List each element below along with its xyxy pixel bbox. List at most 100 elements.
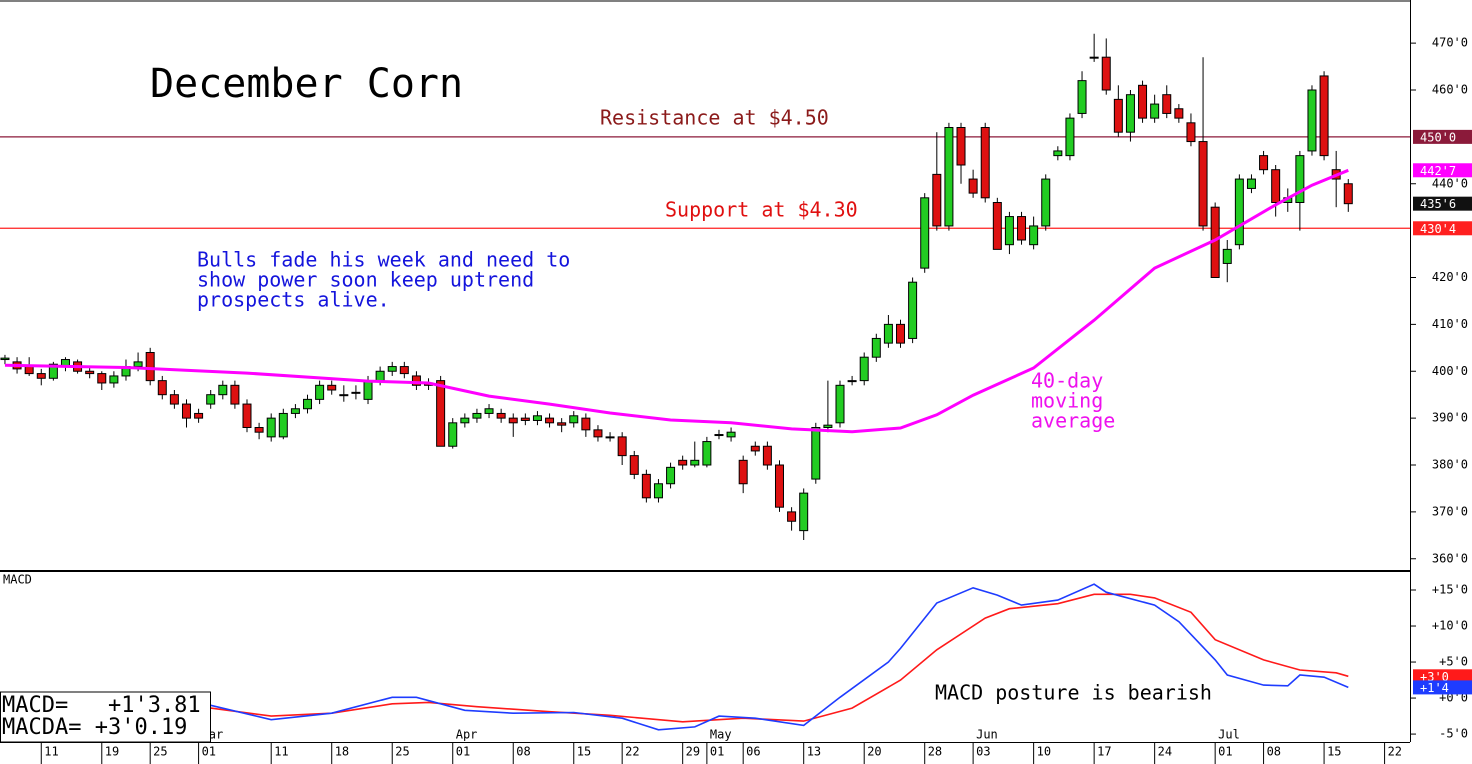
candle-body [278, 412, 288, 438]
y-tick-label: 440'0 [1432, 176, 1468, 190]
x-tick-label: 13 [807, 745, 821, 759]
candle-body [944, 127, 954, 227]
x-tick-label: 03 [976, 745, 990, 759]
x-tick-label: 19 [105, 745, 119, 759]
candle-body [1271, 169, 1281, 203]
candle-body [593, 429, 603, 438]
candle-body [1319, 75, 1329, 157]
month-label: May [710, 728, 732, 742]
candle-body [714, 434, 724, 437]
annotation: moving [1031, 389, 1103, 413]
candle-body [339, 394, 349, 397]
y-tick-label: +5'0 [1439, 655, 1468, 669]
annotation: prospects alive. [197, 288, 390, 312]
candle-body [145, 352, 155, 382]
x-tick-label: 25 [153, 745, 167, 759]
candle-body [823, 424, 833, 428]
x-tick-label: 08 [516, 745, 530, 759]
candle-body [436, 380, 446, 447]
candle-body [1089, 56, 1099, 59]
candle-body [1295, 155, 1305, 203]
candle-body [1017, 216, 1027, 241]
panel-title: MACD [3, 573, 32, 587]
x-tick-label: 01 [710, 745, 724, 759]
candle-body [508, 417, 518, 424]
x-tick-label: 22 [1388, 745, 1402, 759]
candle-body [992, 202, 1002, 250]
candle-body [242, 403, 252, 428]
candle-body [1101, 56, 1111, 91]
candle-body [1174, 108, 1184, 119]
candle-body [254, 427, 264, 433]
candle-body [799, 492, 809, 532]
candle-body [1186, 122, 1196, 143]
candle-body [24, 366, 34, 375]
candle-body [363, 380, 373, 400]
candle-body [956, 127, 966, 166]
candle-body [835, 384, 845, 424]
candle-body [327, 384, 337, 391]
candle-body [218, 384, 228, 396]
x-tick-label: 20 [867, 745, 881, 759]
candle-body [847, 380, 857, 383]
ma-tag-box [1413, 163, 1472, 178]
candle-body [920, 197, 930, 269]
candle-body [157, 380, 167, 396]
candle-body [968, 178, 978, 194]
candle-body [399, 366, 409, 375]
candle-body [1198, 141, 1208, 227]
candle-body [980, 127, 990, 199]
macd-line [210, 583, 1349, 731]
x-tick-label: 15 [577, 745, 591, 759]
candle-body [1029, 225, 1039, 246]
candle-body [932, 173, 942, 227]
candle-body [460, 417, 470, 424]
y-tick-label: 470'0 [1432, 36, 1468, 50]
y-tick-label: +15'0 [1432, 583, 1468, 597]
y-tick-label: 380'0 [1432, 458, 1468, 472]
candle-body [581, 417, 591, 431]
candle-body [605, 436, 615, 439]
candle-body [1053, 150, 1063, 157]
series-tag: +1'4 [1420, 681, 1449, 695]
candle-body [109, 375, 119, 384]
candle-body [762, 445, 772, 466]
x-tick-label: 18 [335, 745, 349, 759]
level-tag: 430'4 [1420, 222, 1456, 236]
candle-body [97, 373, 107, 384]
candle-body [1246, 178, 1256, 189]
candle-body [666, 466, 676, 485]
candle-body [738, 459, 748, 485]
y-tick-label: 460'0 [1432, 83, 1468, 97]
y-tick-label: 400'0 [1432, 364, 1468, 378]
x-tick-label: 01 [456, 745, 470, 759]
annotation: Bulls fade his week and need to [197, 248, 570, 272]
candle-body [908, 281, 918, 339]
y-tick-label: 420'0 [1432, 270, 1468, 284]
candle-body [629, 455, 639, 475]
level-tag: 450'0 [1420, 130, 1456, 144]
annotation: MACD posture is bearish [935, 681, 1212, 705]
candle-body [1077, 80, 1087, 114]
readout: MACDA= +3'0.19 [2, 715, 187, 740]
candle-body [206, 394, 216, 405]
x-tick-label: 08 [1267, 745, 1281, 759]
month-label: Apr [456, 728, 478, 742]
x-tick-label: 22 [625, 745, 639, 759]
x-tick-label: 01 [202, 745, 216, 759]
candle-body [169, 394, 179, 405]
candle-body [266, 417, 276, 438]
candle-body [1113, 98, 1123, 133]
candle-body [520, 417, 530, 421]
candle-body [303, 398, 313, 410]
x-tick-label: 11 [44, 745, 58, 759]
candle-body [411, 375, 421, 386]
candle-body [1004, 216, 1014, 246]
x-tick-label: 24 [1158, 745, 1172, 759]
candle-body [496, 412, 506, 419]
candle-body [1065, 117, 1075, 157]
candle-body [545, 417, 555, 424]
moving-average [4, 168, 1349, 434]
candle-body [1343, 183, 1353, 205]
candle-body [750, 445, 760, 452]
